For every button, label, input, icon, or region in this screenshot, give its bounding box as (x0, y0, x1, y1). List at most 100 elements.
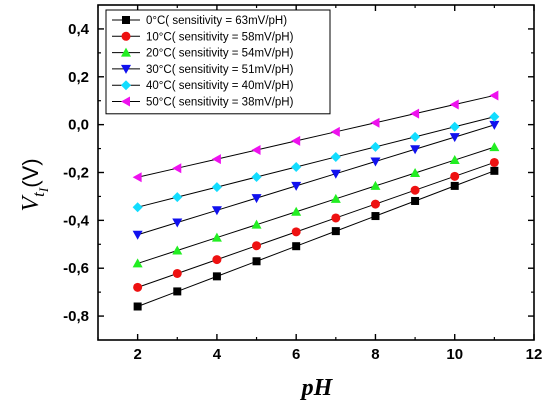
legend-entry: 40°C( sensitivity = 40mV/pH) (146, 80, 294, 92)
axes-group: 2 4 6 8 10 12 -0,8 -0,6 -0,4 -0,2 0,0 0,2 0,4 (63, 4, 543, 363)
data-point (132, 202, 143, 213)
data-point (172, 163, 182, 174)
legend-marker (121, 64, 131, 74)
data-point (330, 126, 340, 137)
series-line (137, 170, 495, 307)
legend-marker (121, 47, 131, 57)
series-line (137, 116, 495, 208)
data-point (133, 282, 143, 292)
legend: 0°C( sensitivity = 63mV/pH) 10°C( sensiti… (105, 9, 331, 115)
data-point (132, 230, 143, 240)
data-point (449, 133, 460, 143)
series-line (137, 146, 495, 264)
data-point (410, 145, 421, 155)
legend-marker (121, 96, 130, 107)
data-point (211, 154, 221, 165)
data-point (331, 227, 340, 236)
data-point (370, 117, 380, 128)
y-tick-label: -0,4 (63, 212, 90, 229)
data-point (211, 232, 222, 242)
data-point (173, 287, 182, 296)
plot-series-group (137, 94, 495, 307)
legend-entry: 10°C( sensitivity = 58mV/pH) (146, 31, 294, 43)
data-point (292, 242, 301, 251)
legend-marker (122, 16, 130, 24)
data-point (410, 167, 421, 177)
data-point (489, 90, 499, 101)
data-point (252, 241, 262, 251)
legend-entry: 0°C( sensitivity = 63mV/pH) (146, 15, 287, 27)
data-point (212, 255, 222, 265)
legend-entry: 20°C( sensitivity = 54mV/pH) (146, 48, 294, 60)
data-point (449, 155, 460, 165)
data-point (450, 181, 459, 190)
series-line (137, 124, 495, 236)
data-point (291, 181, 302, 191)
x-tick-label: 2 (133, 346, 141, 363)
data-point (330, 193, 341, 203)
data-point (291, 135, 301, 146)
data-point (371, 212, 380, 221)
data-point (370, 180, 381, 190)
series-line (137, 94, 495, 178)
x-tick-label: 12 (526, 346, 543, 363)
data-point (489, 142, 500, 152)
data-point (132, 258, 143, 268)
data-point (450, 171, 460, 181)
data-point (291, 161, 302, 172)
data-point (291, 227, 301, 237)
series-line (137, 161, 495, 288)
data-point (251, 172, 262, 183)
x-axis-label: pH (300, 375, 334, 401)
data-point (330, 169, 341, 179)
data-point (252, 257, 261, 266)
data-point (172, 268, 182, 278)
y-tick-label: 0,4 (68, 21, 90, 38)
x-tick-label: 6 (292, 346, 300, 363)
legend-marker (121, 80, 131, 91)
x-tick-label: 8 (371, 346, 379, 363)
data-point (449, 121, 460, 132)
data-point (251, 219, 262, 229)
legend-box (105, 9, 331, 115)
data-point (133, 302, 142, 311)
data-point (449, 99, 459, 110)
svg-text:VtI(V): VtI(V) (18, 158, 51, 211)
data-point (172, 218, 183, 228)
y-axis-label-subsub: I (36, 187, 51, 193)
y-axis-label-main: V (18, 195, 44, 212)
data-point (489, 111, 500, 122)
y-axis-label-unit: (V) (18, 158, 43, 187)
data-point (370, 141, 381, 152)
data-point (172, 245, 183, 255)
data-point (251, 194, 262, 204)
data-point (489, 120, 500, 130)
y-tick-label: 0,2 (68, 69, 89, 86)
data-point (370, 157, 381, 167)
y-axis-label: VtI(V) (18, 158, 51, 211)
data-point (410, 185, 420, 195)
y-tick-label: -0,8 (63, 308, 89, 325)
plot-markers-group (132, 90, 500, 311)
data-point (330, 151, 341, 162)
data-point (212, 272, 221, 281)
x-tick-label: 4 (213, 346, 222, 363)
data-point (411, 196, 420, 205)
data-point (490, 166, 499, 175)
x-tick-label: 10 (446, 346, 463, 363)
legend-marker (121, 31, 131, 41)
data-point (370, 199, 380, 209)
y-tick-label: -0,6 (63, 260, 89, 277)
y-axis-label-sub: t (29, 191, 48, 197)
data-point (211, 182, 222, 193)
legend-entry: 50°C( sensitivity = 38mV/pH) (146, 97, 294, 109)
legend-entry: 30°C( sensitivity = 51mV/pH) (146, 64, 294, 76)
data-point (410, 108, 420, 119)
y-tick-label: 0,0 (68, 117, 89, 134)
data-point (172, 192, 183, 203)
data-point (291, 206, 302, 216)
data-point (251, 145, 261, 156)
data-point (410, 131, 421, 142)
data-point (489, 157, 499, 167)
